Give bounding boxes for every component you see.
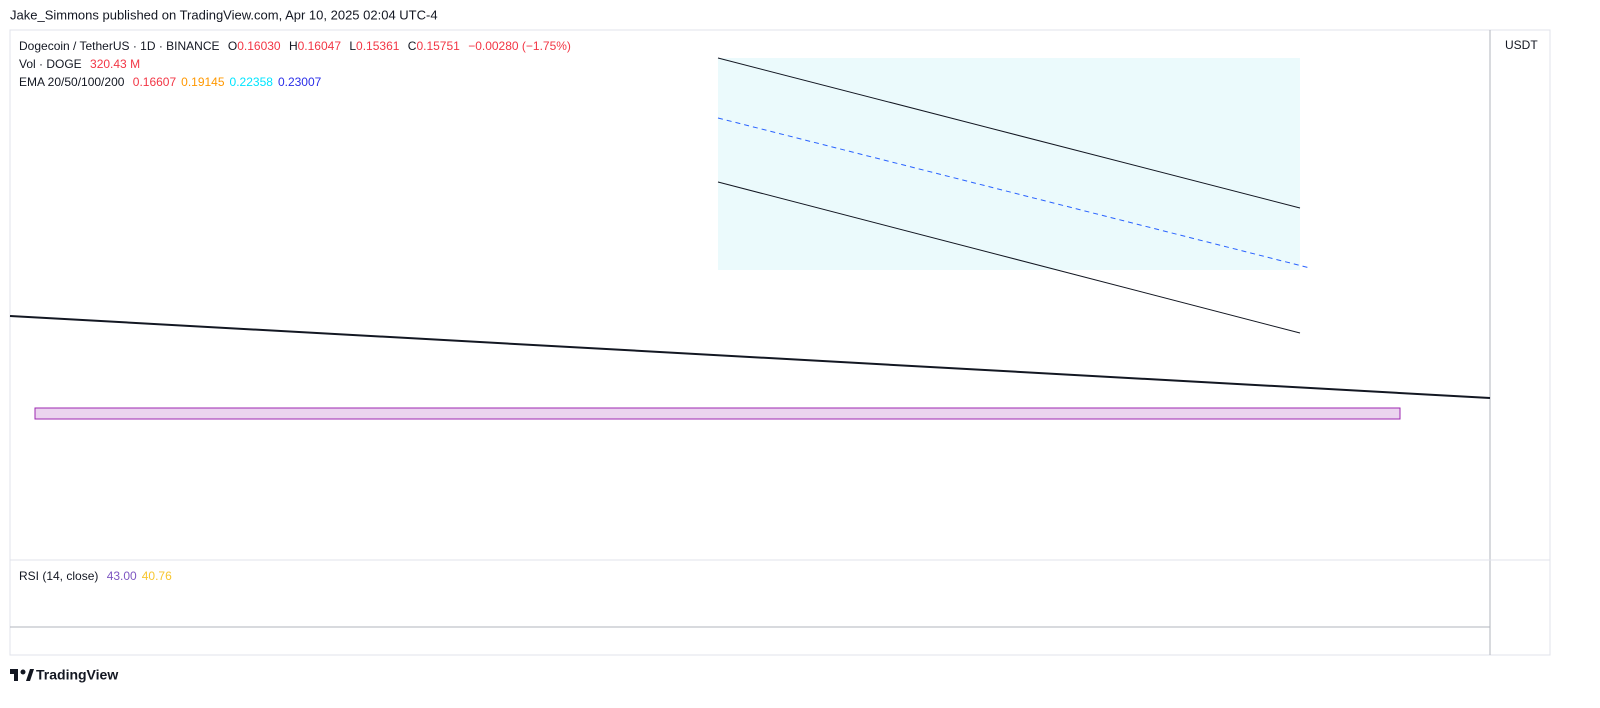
legend-main: Dogecoin / TetherUS · 1D · BINANCE O0.16… (19, 39, 576, 53)
ema-value: 0.23007 (277, 75, 322, 89)
ohlc-value: 0.16047 (297, 39, 342, 53)
ohlc-label: L (349, 39, 357, 53)
ohlc-label: O (227, 39, 238, 53)
volume-name: Vol · DOGE (19, 57, 82, 71)
indicator-name: EMA 20/50/100/200 (19, 75, 125, 89)
rsi-value: 40.76 (141, 569, 172, 583)
logo-part (20, 669, 26, 675)
currency: USDT (1505, 38, 1538, 52)
rsi-value: 43.00 (106, 569, 137, 583)
logo-part (26, 669, 34, 681)
change: −0.00280 (−1.75%) (468, 39, 571, 53)
ema-value: 0.22358 (229, 75, 273, 89)
channel-upper (717, 57, 1301, 209)
legend-volume: Vol · DOGE 320.43 M (19, 57, 145, 71)
ema-value: 0.16607 (132, 75, 177, 89)
ohlc-value: 0.15751 (416, 39, 460, 53)
legend-ema: EMA 20/50/100/200 0.16607 0.19145 0.22358 0… (19, 75, 326, 89)
trend-line (9, 315, 1491, 399)
ohlc-value: 0.15361 (356, 39, 400, 53)
brand-logo (10, 669, 34, 681)
channel-lower (717, 181, 1301, 334)
ohlc-value: 0.16030 (237, 39, 281, 53)
legend-rsi: RSI (14, close) 43.00 40.76 (19, 569, 177, 583)
logo-part (14, 669, 18, 681)
brand: TradingView (36, 667, 118, 683)
frame (9, 29, 1551, 656)
ohlc-label: H (288, 39, 298, 53)
indicator-name: RSI (14, close) (19, 569, 99, 583)
ema-value: 0.19145 (181, 75, 225, 89)
ohlc-label: C (407, 39, 417, 53)
fib-zone (718, 58, 1300, 270)
symbol: Dogecoin / TetherUS · 1D · BINANCE (19, 39, 220, 53)
publisher: Jake_Simmons published on TradingView.co… (10, 7, 438, 22)
support-box (34, 407, 1401, 420)
channel-mid (717, 117, 1311, 269)
volume-value: 320.43 M (90, 57, 141, 71)
